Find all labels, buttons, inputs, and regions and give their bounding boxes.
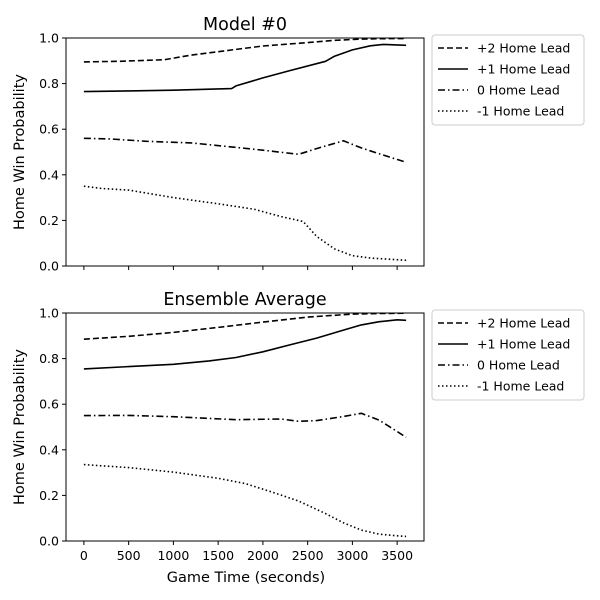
y-tick-label: 1.0 xyxy=(39,306,59,321)
x-tick-label: 1500 xyxy=(202,548,234,563)
series-line-1-home-lead xyxy=(83,463,407,538)
series-group xyxy=(83,313,407,538)
y-tick-label: 0.2 xyxy=(39,488,59,503)
series-line-1-home-lead xyxy=(83,185,407,262)
chart-model-0: Model #0 Home Win Probability 0.0 0.2 0.4 0.6… xyxy=(12,15,585,274)
legend-label: -1 Home Lead xyxy=(477,379,564,394)
figure-x-axis-label: Game Time (seconds) xyxy=(167,570,325,586)
series-line-1-home-lead xyxy=(83,43,407,93)
y-axis-label: Home Win Probability xyxy=(12,349,28,505)
y-tick-label: 0.8 xyxy=(39,351,59,366)
x-tick-label: 2500 xyxy=(292,548,324,563)
legend-label: +1 Home Lead xyxy=(477,337,570,352)
x-tick-label: 2000 xyxy=(247,548,279,563)
y-tick-label: 0.0 xyxy=(39,259,59,274)
legend-label: +2 Home Lead xyxy=(477,316,570,331)
legend-label: +1 Home Lead xyxy=(477,62,570,77)
y-tick-label: 0.6 xyxy=(39,397,59,412)
legend-label: -1 Home Lead xyxy=(477,104,564,119)
x-tick-label: 0 xyxy=(80,548,88,563)
series-line-2-home-lead xyxy=(83,313,407,340)
series-line-2-home-lead xyxy=(83,38,407,63)
legend: +2 Home Lead +1 Home Lead 0 Home Lead -1 Ho… xyxy=(431,34,585,126)
series-group xyxy=(83,38,407,262)
legend-label: +2 Home Lead xyxy=(477,41,570,56)
y-tick-label: 1.0 xyxy=(39,31,59,46)
chart-ensemble-average: Ensemble Average Home Win Probability 0.0 0… xyxy=(12,290,585,563)
y-tick-label: 0.0 xyxy=(39,534,59,549)
plot-frame xyxy=(65,312,425,542)
series-line-0-home-lead xyxy=(83,137,407,164)
x-tick-label: 3000 xyxy=(336,548,368,563)
plot-frame xyxy=(65,37,425,267)
legend-box xyxy=(431,309,585,401)
legend-box xyxy=(431,34,585,126)
y-tick-label: 0.6 xyxy=(39,122,59,137)
y-axis-label: Home Win Probability xyxy=(12,74,28,230)
y-tick-label: 0.4 xyxy=(39,167,59,182)
legend-label: 0 Home Lead xyxy=(477,83,560,98)
chart-title: Model #0 xyxy=(203,15,287,35)
x-tick-label: 500 xyxy=(117,548,141,563)
legend-label: 0 Home Lead xyxy=(477,358,560,373)
legend: +2 Home Lead +1 Home Lead 0 Home Lead -1 Ho… xyxy=(431,309,585,401)
y-tick-label: 0.8 xyxy=(39,76,59,91)
series-line-0-home-lead xyxy=(83,412,407,438)
series-line-1-home-lead xyxy=(83,318,407,370)
x-tick-label: 3500 xyxy=(381,548,413,563)
chart-title: Ensemble Average xyxy=(163,290,326,310)
x-tick-label: 1000 xyxy=(157,548,189,563)
y-tick-label: 0.2 xyxy=(39,213,59,228)
y-tick-label: 0.4 xyxy=(39,442,59,457)
